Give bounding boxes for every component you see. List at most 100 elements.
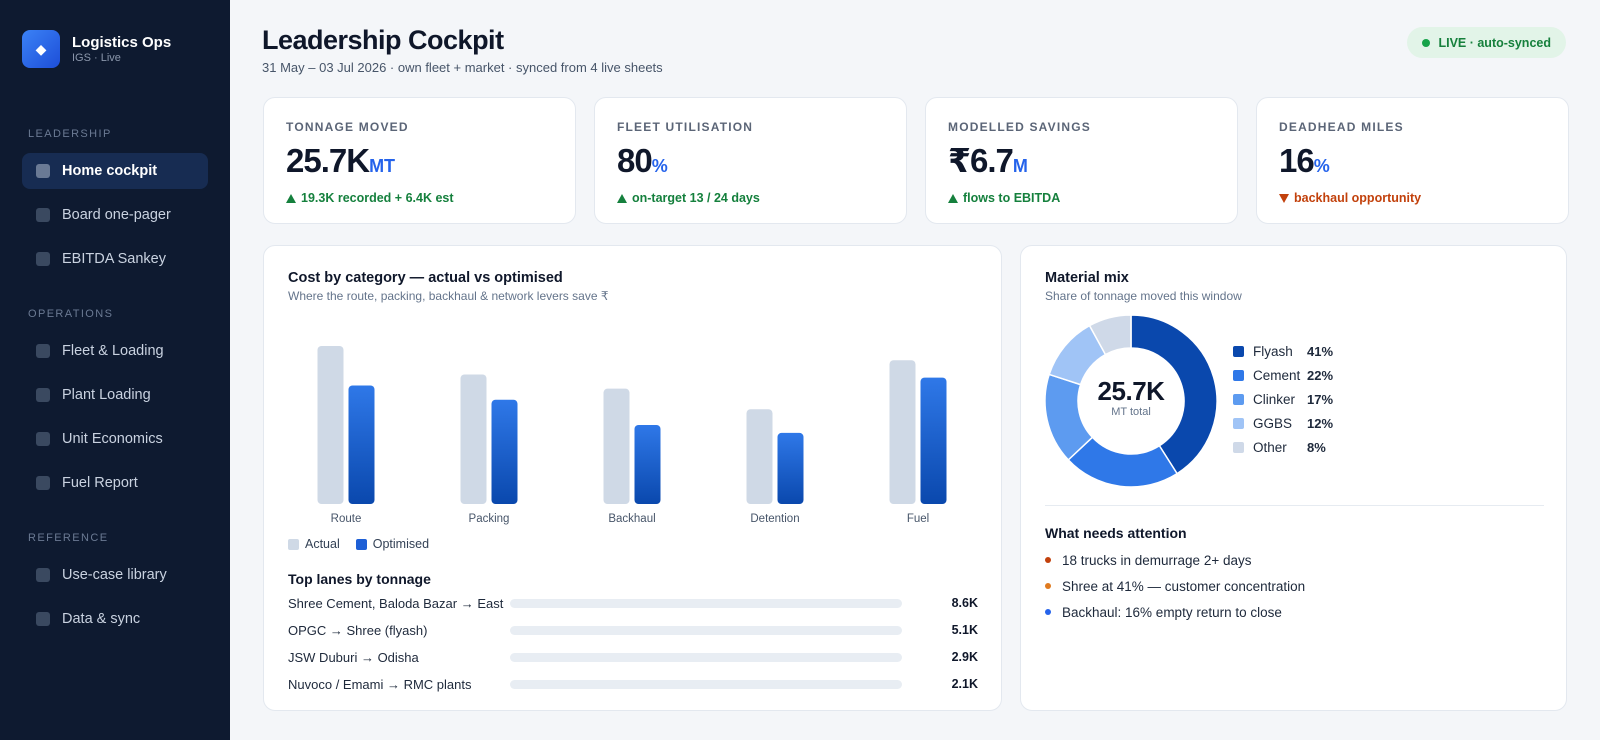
mix-legend-item-clinker[interactable]: Clinker 17% xyxy=(1233,387,1333,411)
nav-item-ebitda-sankey[interactable]: EBITDA Sankey xyxy=(22,241,208,277)
kpi-number: ₹6.7 xyxy=(948,142,1014,179)
nav-item-label: Fleet & Loading xyxy=(62,343,164,359)
nav-item-label: Board one-pager xyxy=(62,207,171,223)
kpi-label: TONNAGE MOVED xyxy=(286,120,409,134)
legend-swatch xyxy=(1233,369,1244,381)
lane-row[interactable]: OPGC → Shree (flyash) 5.1K xyxy=(288,620,978,640)
square-icon xyxy=(36,252,50,266)
legend-label: Actual xyxy=(305,537,340,551)
bar-actual-fuel[interactable] xyxy=(889,360,916,504)
cost-bar-chart: Route Packing Backhaul Detention Fuel xyxy=(317,346,947,525)
mix-legend-item-flyash[interactable]: Flyash 41% xyxy=(1233,339,1333,363)
legend-label: Optimised xyxy=(372,537,430,551)
lane-name: JSW Duburi → Odisha xyxy=(288,649,419,665)
square-icon xyxy=(36,388,50,402)
bar-actual-packing[interactable] xyxy=(460,374,487,504)
mix-legend-pct: 8% xyxy=(1307,439,1326,455)
cost-chart-subtitle: Where the route, packing, backhaul & net… xyxy=(288,289,609,303)
x-tick-label: Packing xyxy=(469,513,510,525)
nav-item-fleet-loading[interactable]: Fleet & Loading xyxy=(22,333,208,369)
nav-section-reference: REFERENCE xyxy=(28,532,109,544)
brand[interactable]: ◆ Logistics Ops IGS · Live xyxy=(22,30,208,68)
kpi-number: 16 xyxy=(1279,142,1315,179)
nav-item-unit-economics[interactable]: Unit Economics xyxy=(22,421,208,457)
app-subtitle: IGS · Live xyxy=(72,51,121,64)
bar-actual-detention[interactable] xyxy=(746,409,773,504)
kpi-note-text: backhaul opportunity xyxy=(1294,191,1422,205)
chart-legend: Actual Optimised xyxy=(288,537,429,551)
donut-slice-other[interactable] xyxy=(1088,314,1132,356)
bar-optimised-fuel[interactable] xyxy=(920,377,947,504)
mix-legend-pct: 22% xyxy=(1307,367,1334,383)
x-tick-label: Route xyxy=(331,513,362,525)
bar-optimised-route[interactable] xyxy=(348,385,375,505)
lane-name: OPGC → Shree (flyash) xyxy=(288,622,428,638)
nav-item-plant-loading[interactable]: Plant Loading xyxy=(22,377,208,413)
trend-up-icon xyxy=(617,193,627,203)
bar-actual-route[interactable] xyxy=(317,346,344,504)
bar-optimised-packing[interactable] xyxy=(491,399,518,504)
diamond-icon: ◆ xyxy=(22,30,60,68)
mix-title: Material mix xyxy=(1045,270,1129,286)
attention-item[interactable]: 18 trucks in demurrage 2+ days xyxy=(1045,547,1305,573)
mix-legend-label: Clinker xyxy=(1253,391,1296,407)
kpi-card-deadhead-miles[interactable]: DEADHEAD MILES 16% backhaul opportunity xyxy=(1256,97,1569,224)
kpi-note-text: flows to EBITDA xyxy=(963,191,1061,205)
nav-item-board-one-pager[interactable]: Board one-pager xyxy=(22,197,208,233)
kpi-card-tonnage[interactable]: TONNAGE MOVED 25.7KMT 19.3K recorded + 6… xyxy=(263,97,576,224)
lane-row[interactable]: Shree Cement, Baloda Bazar → East 8.6K xyxy=(288,593,978,613)
lane-bar xyxy=(510,679,902,689)
mix-legend-item-ggbs[interactable]: GGBS 12% xyxy=(1233,411,1333,435)
kpi-note-text: on-target 13 / 24 days xyxy=(632,191,760,205)
lane-value: 2.1K xyxy=(951,677,978,691)
nav-item-label: Data & sync xyxy=(62,611,141,627)
attention-item[interactable]: Backhaul: 16% empty return to close xyxy=(1045,599,1305,625)
bullet-dot-icon xyxy=(1045,583,1051,589)
attention-item[interactable]: Shree at 41% — customer concentration xyxy=(1045,573,1305,599)
page-title: Leadership Cockpit xyxy=(262,25,504,55)
legend-item-optimised[interactable]: Optimised xyxy=(355,537,430,551)
mix-legend: Flyash 41% Cement 22% Clinker 17% GGBS 12% Other… xyxy=(1233,339,1333,459)
cost-chart-title: Cost by category — actual vs optimised xyxy=(288,270,563,286)
legend-item-actual[interactable]: Actual xyxy=(288,537,340,551)
square-icon xyxy=(36,568,50,582)
mix-legend-label: GGBS xyxy=(1253,415,1293,431)
kpi-unit: MT xyxy=(369,156,396,176)
bar-optimised-detention[interactable] xyxy=(777,432,804,504)
donut-center: 25.7K MT total xyxy=(1044,376,1218,418)
nav-item-label: Home cockpit xyxy=(62,163,158,179)
kpi-label: DEADHEAD MILES xyxy=(1279,120,1404,134)
square-icon xyxy=(36,432,50,446)
nav-item-fuel-report[interactable]: Fuel Report xyxy=(22,465,208,501)
material-mix-panel: Material mix Share of tonnage moved this… xyxy=(1020,245,1567,711)
bar-optimised-backhaul[interactable] xyxy=(634,425,661,504)
kpi-card-fleet-utilisation[interactable]: FLEET UTILISATION 80% on-target 13 / 24 … xyxy=(594,97,907,224)
kpi-card-modelled-savings[interactable]: MODELLED SAVINGS ₹6.7M flows to EBITDA xyxy=(925,97,1238,224)
square-icon xyxy=(36,344,50,358)
lane-row[interactable]: JSW Duburi → Odisha 2.9K xyxy=(288,647,978,667)
attention-title: What needs attention xyxy=(1045,525,1187,541)
nav-item-data-sync[interactable]: Data & sync xyxy=(22,601,208,637)
x-tick-label: Backhaul xyxy=(608,513,655,525)
mix-legend-pct: 12% xyxy=(1307,415,1334,431)
material-donut-chart xyxy=(1044,314,1218,488)
mix-legend-item-cement[interactable]: Cement 22% xyxy=(1233,363,1333,387)
kpi-value: 80% xyxy=(617,142,884,185)
square-icon xyxy=(36,476,50,490)
nav-item-home-cockpit[interactable]: Home cockpit xyxy=(22,153,208,189)
attention-text: Shree at 41% — customer concentration xyxy=(1062,578,1306,594)
mix-subtitle: Share of tonnage moved this window xyxy=(1045,289,1242,303)
kpi-unit: M xyxy=(1012,156,1028,176)
kpi-note: on-target 13 / 24 days xyxy=(617,191,884,205)
main-content: Leadership Cockpit 31 May – 03 Jul 2026 … xyxy=(230,0,1600,740)
donut-slice-flyash[interactable] xyxy=(1130,314,1218,475)
nav-item-use-case-library[interactable]: Use-case library xyxy=(22,557,208,593)
trend-down-icon xyxy=(1279,193,1289,203)
mix-legend-pct: 17% xyxy=(1307,391,1334,407)
attention-list: 18 trucks in demurrage 2+ days Shree at 4… xyxy=(1045,547,1305,625)
bar-actual-backhaul[interactable] xyxy=(603,388,630,504)
lane-value: 2.9K xyxy=(951,650,978,664)
square-icon xyxy=(36,208,50,222)
lane-row[interactable]: Nuvoco / Emami → RMC plants 2.1K xyxy=(288,674,978,694)
mix-legend-item-other[interactable]: Other 8% xyxy=(1233,435,1333,459)
